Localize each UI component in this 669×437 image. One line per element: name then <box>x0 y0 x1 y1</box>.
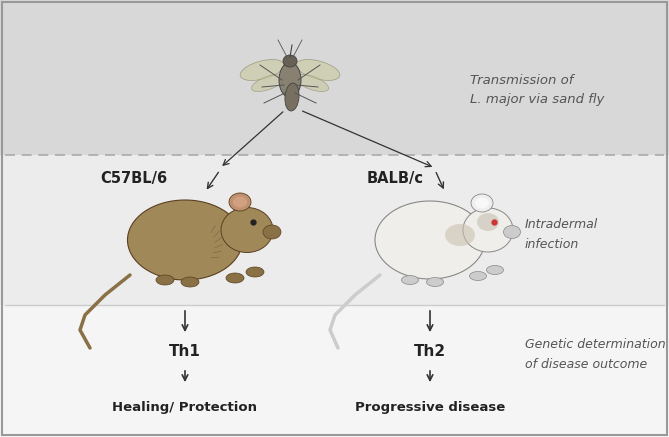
Ellipse shape <box>427 277 444 287</box>
Text: Th2: Th2 <box>414 344 446 360</box>
Text: BALB/c: BALB/c <box>367 170 424 185</box>
Ellipse shape <box>477 213 499 231</box>
Ellipse shape <box>296 74 328 92</box>
Ellipse shape <box>221 208 273 253</box>
Ellipse shape <box>263 225 281 239</box>
Ellipse shape <box>156 275 174 285</box>
Text: Intradermal: Intradermal <box>525 218 598 232</box>
Text: Th1: Th1 <box>169 344 201 360</box>
Ellipse shape <box>504 225 520 239</box>
Ellipse shape <box>279 62 301 97</box>
Text: Healing/ Protection: Healing/ Protection <box>112 400 258 413</box>
Ellipse shape <box>445 224 475 246</box>
Text: infection: infection <box>525 239 579 252</box>
Ellipse shape <box>226 273 244 283</box>
Text: Genetic determination: Genetic determination <box>525 339 666 351</box>
Bar <box>0 305 669 437</box>
Ellipse shape <box>229 193 251 211</box>
Text: Progressive disease: Progressive disease <box>355 400 505 413</box>
Ellipse shape <box>246 267 264 277</box>
Ellipse shape <box>375 201 485 279</box>
Text: of disease outcome: of disease outcome <box>525 358 647 371</box>
Ellipse shape <box>475 198 489 208</box>
Bar <box>0 155 669 305</box>
Ellipse shape <box>283 55 297 67</box>
Ellipse shape <box>181 277 199 287</box>
Ellipse shape <box>296 59 340 80</box>
Ellipse shape <box>486 266 504 274</box>
Ellipse shape <box>252 74 284 92</box>
Text: Transmission of: Transmission of <box>470 73 573 87</box>
Ellipse shape <box>401 275 419 284</box>
Ellipse shape <box>233 197 247 208</box>
Ellipse shape <box>463 208 513 252</box>
Ellipse shape <box>471 194 493 212</box>
Text: L. major via sand fly: L. major via sand fly <box>470 94 604 107</box>
Bar <box>0 0 669 155</box>
Ellipse shape <box>470 271 486 281</box>
Ellipse shape <box>128 200 242 280</box>
Ellipse shape <box>240 59 284 80</box>
Ellipse shape <box>285 83 299 111</box>
Text: C57BL/6: C57BL/6 <box>100 170 167 185</box>
